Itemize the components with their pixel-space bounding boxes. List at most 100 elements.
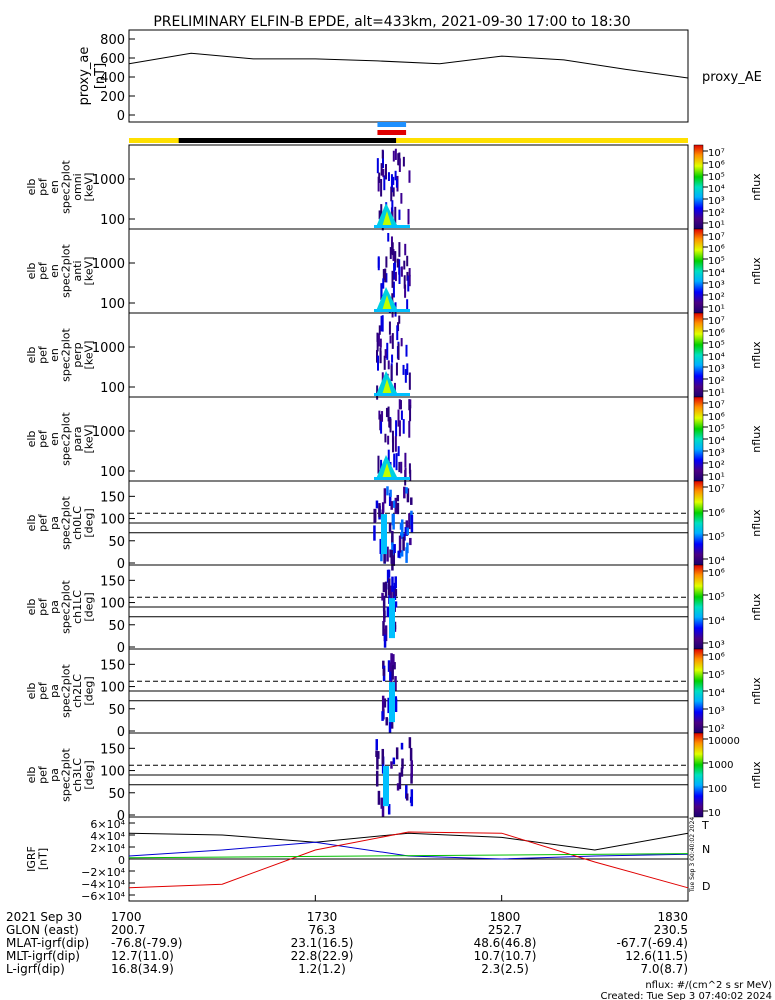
footer-row-2-value: 23.1(16.5)	[291, 936, 354, 950]
igrf-green-line	[128, 853, 689, 859]
panel-ylabel-omni: en	[48, 180, 61, 194]
pa-pixel	[387, 804, 391, 815]
panel-ylabel-ch0LC: spec2plot	[60, 496, 73, 550]
footer-row-2-label: MLAT-igrf(dip)	[6, 936, 89, 950]
panel-ylabel-ch3LC: pa	[48, 768, 61, 782]
spectrogram-pixel	[379, 338, 382, 348]
pa-ytick-label: 150	[100, 658, 125, 673]
pa-pixel	[394, 588, 398, 597]
spectrogram-pixel	[385, 407, 388, 418]
colorbar-tick-label: 1000	[708, 760, 733, 771]
colorbar-tick-label: 10⁷	[708, 232, 725, 243]
pa-pixel	[375, 739, 379, 751]
pa-pixel	[383, 634, 387, 648]
pa-pixel	[381, 756, 385, 774]
panel-ylabel-perp: pef	[37, 345, 50, 364]
pa-pixel	[390, 549, 393, 564]
panel-ylabel-ch0LC: pa	[48, 516, 61, 530]
spectrogram-pixel	[377, 455, 380, 474]
pa-pixel	[408, 737, 412, 749]
footer-row-1-label: GLON (east)	[6, 923, 79, 937]
pa-pixel	[382, 620, 385, 636]
pa-pixel	[398, 772, 402, 790]
igrf-ytick-label: −4×10⁴	[81, 878, 125, 891]
spectrogram-pixel	[395, 453, 398, 471]
igrf-line-D	[128, 831, 689, 889]
pa-ytick-label: 0	[117, 809, 125, 824]
pa-pixel	[381, 711, 384, 721]
spectrogram-pixel	[407, 208, 410, 225]
igrf-ytick-label: −6×10⁴	[81, 890, 125, 903]
footer-row-3-label: MLT-igrf(dip)	[6, 949, 80, 963]
colorbar-perp	[693, 312, 704, 398]
spectrogram-pixel	[398, 158, 401, 172]
spectrogram-peak	[382, 463, 392, 479]
spectrogram-pixel	[393, 262, 396, 280]
energy-ytick-label: 100	[100, 297, 125, 312]
pa-pixel	[410, 497, 413, 505]
pa-pixel	[383, 610, 386, 619]
pa-ytick-label: 50	[108, 787, 125, 802]
spectrogram-pixel	[380, 283, 383, 298]
spectrogram-pixel	[397, 343, 400, 360]
pa-pixel	[375, 770, 379, 787]
pa-pixel	[386, 606, 390, 618]
colorbar-tick-label: 10⁶	[708, 244, 725, 255]
panel-ylabel-anti: spec2plot	[60, 244, 73, 298]
pa-pixel	[387, 697, 390, 714]
panel-ylabel-para: para	[71, 427, 84, 452]
pa-pixel	[396, 502, 400, 515]
panel-frame-anti	[128, 228, 689, 314]
energy-ytick-label: 100	[100, 465, 125, 480]
panel-ylabel-ch3LC: spec2plot	[60, 748, 73, 802]
pa-ytick-label: 50	[108, 619, 125, 634]
spectrogram-pixel	[392, 150, 395, 162]
spectrogram-pixel	[398, 266, 401, 284]
spectrogram-pixel	[394, 271, 397, 282]
pa-ytick-label: 50	[108, 535, 125, 550]
pa-pixel	[384, 581, 388, 598]
pa-pixel	[373, 508, 376, 524]
pa-pixel	[410, 514, 414, 533]
colorbar-ch0LC	[693, 480, 704, 566]
pa-pixel	[401, 758, 404, 769]
pa-pixel	[389, 489, 392, 497]
spectrogram-pixel	[394, 170, 397, 181]
pa-pixel	[391, 542, 394, 556]
spectrogram-pixel	[409, 399, 412, 409]
pa-pixel	[390, 761, 393, 769]
igrf-ytick-label: −2×10⁴	[81, 866, 125, 879]
spectrogram-pixel	[398, 461, 401, 473]
spectrogram-pixel	[389, 335, 392, 344]
pa-pixel	[383, 488, 387, 504]
spectrogram-pixel	[397, 409, 400, 427]
colorbar-tick-label: 10⁶	[708, 328, 725, 339]
spectrogram-pixel	[398, 259, 401, 275]
colorbar-tick-label: 10⁵	[708, 532, 725, 543]
pa-pixel	[394, 497, 398, 514]
panel-ylabel-anti: anti	[71, 260, 84, 281]
pa-pixel	[398, 550, 402, 559]
pa-pixel	[388, 493, 392, 506]
footer-row-4-value: 7.0(8.7)	[640, 962, 688, 976]
spectrogram-pixel	[384, 164, 387, 180]
spectrogram-pixel	[395, 178, 398, 188]
pa-pixel	[381, 502, 385, 513]
colorbar-tick-label: 10⁵	[708, 592, 725, 603]
footer-row-4-value: 16.8(34.9)	[111, 962, 174, 976]
spectrogram-pixel	[385, 273, 388, 283]
spectrogram-pixel	[403, 275, 406, 289]
colorbar-tick-label: 10⁴	[708, 436, 725, 447]
footer-row-3-value: 10.7(10.7)	[474, 949, 537, 963]
pa-pixel	[392, 500, 396, 508]
spectrogram-base	[374, 477, 410, 480]
pa-core	[389, 682, 395, 723]
colorbar-tick-label: 10³	[708, 640, 725, 651]
colorbar-tick-label: 10¹	[708, 388, 725, 399]
colorbar-tick-label: 10³	[708, 706, 725, 717]
colorbar-ch1LC	[693, 564, 704, 650]
panel-ylabel-omni: [keV]	[83, 173, 96, 202]
spectrogram-base	[374, 393, 410, 396]
spectrogram-pixel	[398, 242, 401, 257]
pa-pixel	[381, 802, 385, 817]
